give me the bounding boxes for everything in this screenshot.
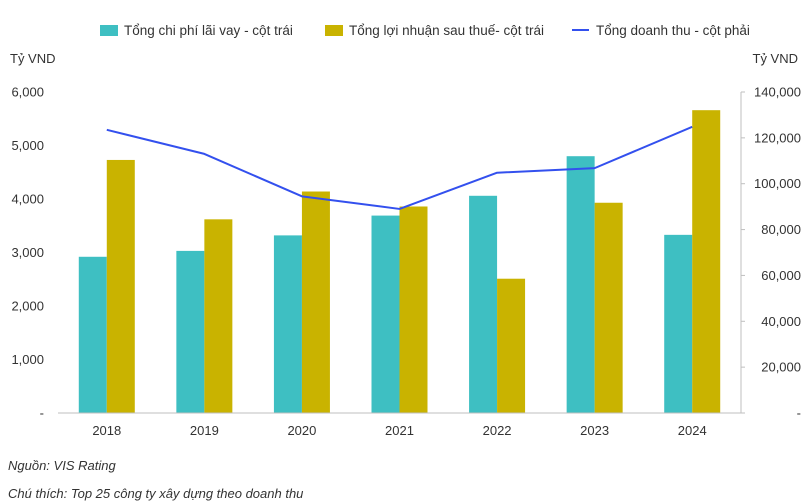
right-tick-label: 100,000 xyxy=(754,176,801,191)
legend-swatch-1 xyxy=(325,25,343,36)
source-note: Nguồn: VIS Rating xyxy=(8,458,116,473)
x-tick-label: 2019 xyxy=(190,423,219,438)
combo-chart: - 1,000 2,000 3,000 4,000 5,000 6,000 - 20,000 40… xyxy=(10,23,801,438)
caption-note: Chú thích: Top 25 công ty xây dựng theo … xyxy=(8,486,304,501)
legend-label-0: Tổng chi phí lãi vay - cột trái xyxy=(124,23,293,38)
line-revenue xyxy=(106,125,693,210)
right-tick-label: 80,000 xyxy=(761,222,801,237)
left-tick-label: 3,000 xyxy=(11,245,44,260)
left-tick-label: 5,000 xyxy=(11,138,44,153)
right-tick-label: 60,000 xyxy=(761,268,801,283)
right-tick-label: - xyxy=(797,406,801,421)
left-tick-label: - xyxy=(40,406,44,421)
x-tick-label: 2022 xyxy=(483,423,512,438)
x-tick-label: 2018 xyxy=(92,423,121,438)
legend-swatch-0 xyxy=(100,25,118,36)
bar-interest-expense-2019 xyxy=(176,250,205,413)
bar-interest-expense-2023 xyxy=(566,156,595,413)
bar-interest-expense-2018 xyxy=(78,256,107,413)
bar-net-profit-2023 xyxy=(594,202,623,413)
bar-net-profit-2018 xyxy=(106,159,135,413)
right-tick-label: 140,000 xyxy=(754,85,801,100)
left-tick-label: 6,000 xyxy=(11,85,44,100)
bar-net-profit-2024 xyxy=(692,110,721,413)
legend-label-1: Tổng lợi nhuận sau thuế- cột trái xyxy=(349,23,544,38)
bar-net-profit-2022 xyxy=(497,278,526,413)
x-tick-label: 2021 xyxy=(385,423,414,438)
bar-net-profit-2019 xyxy=(204,219,233,413)
x-tick-label: 2024 xyxy=(678,423,707,438)
left-tick-label: 4,000 xyxy=(11,192,44,207)
left-tick-label: 2,000 xyxy=(11,299,44,314)
legend-label-2: Tổng doanh thu - cột phải xyxy=(596,23,750,38)
right-tick-label: 40,000 xyxy=(761,314,801,329)
bar-net-profit-2020 xyxy=(301,191,330,413)
right-tick-label: 120,000 xyxy=(754,130,801,145)
bar-net-profit-2021 xyxy=(399,206,428,413)
bar-interest-expense-2022 xyxy=(469,195,498,413)
bar-interest-expense-2024 xyxy=(664,234,693,413)
bar-interest-expense-2021 xyxy=(371,215,400,413)
right-tick-label: 20,000 xyxy=(761,360,801,375)
x-tick-label: 2020 xyxy=(287,423,316,438)
x-tick-label: 2023 xyxy=(580,423,609,438)
left-tick-label: 1,000 xyxy=(11,352,44,367)
bar-interest-expense-2020 xyxy=(273,235,302,413)
right-axis-label: Tỷ VND xyxy=(753,51,799,66)
left-axis-label: Tỷ VND xyxy=(10,51,56,66)
